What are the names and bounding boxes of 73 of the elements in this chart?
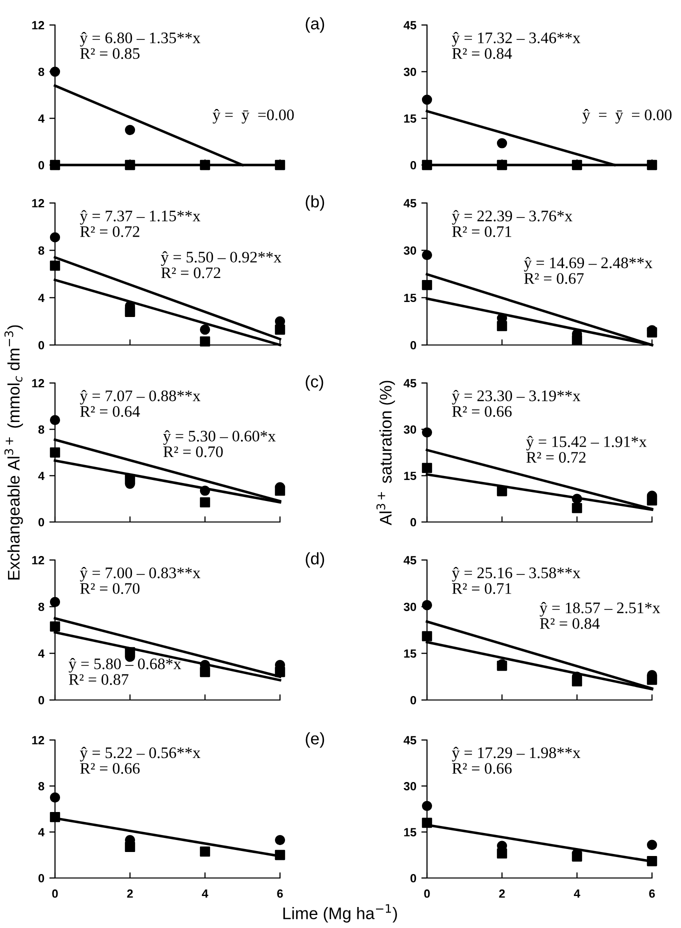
annotation: ŷ = 17.32 – 3.46**x R² = 0.84 (452, 32, 580, 59)
y-tick-label: 12 (32, 199, 44, 208)
annotation: ŷ = 5.80 – 0.68*x R² = 0.87 (68, 658, 182, 685)
text: (b) (306, 195, 324, 211)
x-tick-label: 2 (127, 889, 133, 898)
y-tick-label: 15 (404, 114, 416, 123)
y-tick-label: 0 (38, 518, 44, 526)
y-tick-label: 0 (410, 341, 416, 350)
text: (d) (306, 552, 324, 568)
annotation: ŷ = 5.50 – 0.92**x R² = 0.72 (160, 251, 282, 278)
y-tick-label: 8 (38, 68, 44, 76)
y-tick-label: 8 (38, 602, 44, 612)
annotation: ŷ = 7.00 – 0.83**x R² = 0.70 (80, 567, 200, 594)
y-tick-label: 0 (410, 874, 416, 882)
y-tick-label: 30 (404, 246, 416, 255)
annotation: ŷ = 6.80 – 1.35**x R² = 0.85 (80, 32, 200, 59)
y-axis-title: Exchangeable Al$^{3+}$ (mmol$_{c}$ dm$^{−3}$) (4, 325, 23, 580)
y-tick-label: 4 (38, 828, 45, 836)
y-tick-label: 12 (32, 556, 44, 564)
y-tick-label: 15 (404, 294, 416, 302)
annotation: ŷ = 18.57 – 2.51*x R² = 0.84 (540, 602, 660, 629)
y-tick-label: 0 (38, 696, 44, 704)
annotation: ŷ = 7.37 – 1.15**x R² = 0.72 (80, 210, 200, 238)
y-tick-label: 15 (404, 472, 416, 480)
annotation: ŷ = ȳ =0.00 (212, 109, 294, 124)
y-tick-label: 30 (404, 425, 416, 434)
x-tick-label: 6 (649, 889, 655, 898)
y-tick-label: 12 (32, 736, 44, 744)
text: (e) (306, 732, 324, 748)
y-tick-label: 4 (38, 472, 45, 480)
y-tick-label: 12 (32, 21, 44, 30)
annotation: ŷ = 15.42 – 1.91*x R² = 0.72 (526, 436, 647, 463)
x-tick-label: 0 (424, 889, 430, 898)
x-tick-label: 0 (52, 889, 58, 898)
y-tick-label: 4 (38, 114, 45, 123)
y-tick-label: 4 (38, 649, 45, 658)
y-tick-label: 30 (404, 782, 416, 790)
y-tick-label: 8 (38, 246, 44, 255)
annotation: ŷ = 7.07 – 0.88**x R² = 0.64 (80, 390, 200, 417)
x-tick-label: 6 (277, 889, 283, 898)
y-tick-label: 8 (38, 782, 44, 790)
y-tick-label: 8 (38, 425, 44, 434)
x-tick-label: 4 (202, 890, 208, 898)
y-tick-label: 0 (410, 518, 416, 526)
y-tick-label: 30 (404, 602, 416, 612)
y-tick-label: 45 (404, 199, 416, 208)
y-tick-label: 45 (404, 556, 416, 564)
y-axis-title: Al$^{3+}$ saturation (%) (376, 380, 395, 526)
y-tick-label: 15 (404, 828, 416, 836)
y-tick-label: 4 (38, 294, 45, 302)
y-tick-label: 45 (404, 379, 416, 388)
y-tick-label: 0 (410, 696, 416, 704)
annotation: ŷ = 5.22 – 0.56**x R² = 0.66 (80, 746, 200, 774)
x-tick-label: 4 (574, 890, 580, 898)
annotation: ŷ = 23.30 – 3.19**x R² = 0.66 (452, 390, 580, 417)
x-axis-title: Lime (Mg ha$^{−1}$) (283, 904, 397, 923)
text: (a) (306, 17, 324, 33)
text: (c) (306, 375, 324, 391)
annotation: ŷ = 17.29 – 1.98**x R² = 0.66 (452, 746, 580, 774)
y-tick-label: 15 (404, 649, 416, 658)
annotation: ŷ = 14.69 – 2.48**x R² = 0.67 (524, 256, 652, 284)
y-tick-label: 45 (404, 21, 416, 30)
y-tick-label: 12 (32, 379, 44, 388)
x-tick-label: 2 (499, 889, 505, 898)
y-tick-label: 0 (38, 874, 44, 882)
annotation: ŷ = 5.30 – 0.60*x R² = 0.70 (163, 430, 276, 458)
y-tick-label: 0 (38, 341, 44, 350)
y-tick-label: 30 (404, 68, 416, 76)
y-tick-label: 0 (38, 161, 44, 170)
annotation: ŷ = ȳ = 0.00 (582, 109, 672, 124)
y-tick-label: 45 (404, 736, 416, 744)
y-tick-label: 0 (410, 161, 416, 170)
annotation: ŷ = 22.39 – 3.76*x R² = 0.71 (452, 210, 572, 238)
